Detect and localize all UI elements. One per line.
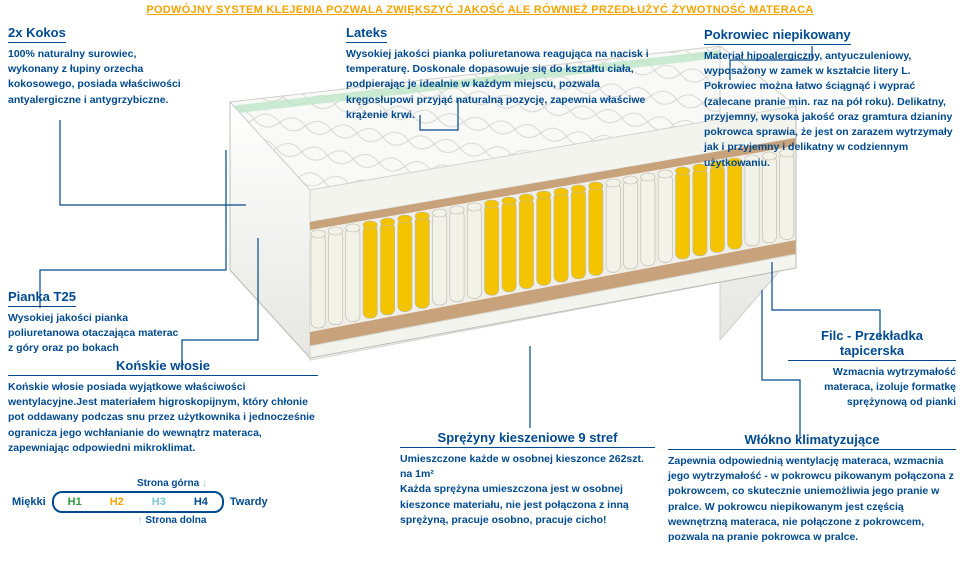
callout-body: Końskie włosie posiada wyjątkowe właściw… — [8, 380, 318, 456]
callout-body: Materiał hipoalergiczny, antyuczuleniowy… — [704, 49, 956, 171]
callout-body: 100% naturalny surowiec, wykonany z łupi… — [8, 47, 188, 108]
hardness-top-label: Strona górna — [137, 478, 199, 489]
callout-konskie: Końskie włosie Końskie włosie posiada wy… — [8, 358, 318, 456]
arrow-down-icon: ↓ — [202, 478, 207, 489]
hardness-right-label: Twardy — [230, 496, 268, 508]
callout-pianka: Pianka T25 Wysokiej jakości pianka poliu… — [8, 288, 186, 357]
callout-body: Umieszczone każde w osobnej kieszonce 26… — [400, 452, 655, 528]
hardness-left-label: Miękki — [12, 496, 46, 508]
hardness-bottom-label: Strona dolna — [145, 515, 206, 526]
callout-lateks: Lateks Wysokiej jakości pianka poliureta… — [346, 24, 658, 123]
hardness-bar: H1H2H3H4 — [52, 491, 224, 513]
hardness-cell: H2 — [96, 493, 138, 511]
callout-body: Wysokiej jakości pianka poliuretanowa re… — [346, 47, 658, 123]
callout-title: Końskie włosie — [8, 358, 318, 376]
callout-title: Pokrowiec niepikowany — [704, 27, 851, 45]
callout-title: Włókno klimatyzujące — [668, 432, 956, 450]
callout-title: 2x Kokos — [8, 25, 66, 43]
hardness-cell: H1 — [54, 493, 96, 511]
callout-body: Zapewnia odpowiednią wentylację materaca… — [668, 454, 956, 545]
callout-sprezyny: Sprężyny kieszeniowe 9 stref Umieszczone… — [400, 430, 655, 528]
hardness-cell: H4 — [180, 493, 222, 511]
hardness-cell: H3 — [138, 493, 180, 511]
callout-kokos: 2x Kokos 100% naturalny surowiec, wykona… — [8, 24, 188, 108]
arrow-up-icon: ↑ — [138, 515, 143, 526]
callout-body: Wzmacnia wytrzymałość materaca, izoluje … — [788, 365, 956, 411]
callout-title: Lateks — [346, 25, 387, 43]
callout-title: Pianka T25 — [8, 289, 76, 307]
callout-title: Filc - Przekładka tapicerska — [788, 328, 956, 361]
callout-body: Wysokiej jakości pianka poliuretanowa ot… — [8, 311, 186, 357]
callout-pokrowiec: Pokrowiec niepikowany Materiał hipoalerg… — [704, 26, 956, 171]
callout-filc: Filc - Przekładka tapicerska Wzmacnia wy… — [788, 328, 956, 411]
callout-wlokno: Włókno klimatyzujące Zapewnia odpowiedni… — [668, 432, 956, 545]
callout-title: Sprężyny kieszeniowe 9 stref — [400, 430, 655, 448]
hardness-scale: Strona górna ↓ Miękki H1H2H3H4 Twardy ↑ … — [12, 478, 332, 526]
